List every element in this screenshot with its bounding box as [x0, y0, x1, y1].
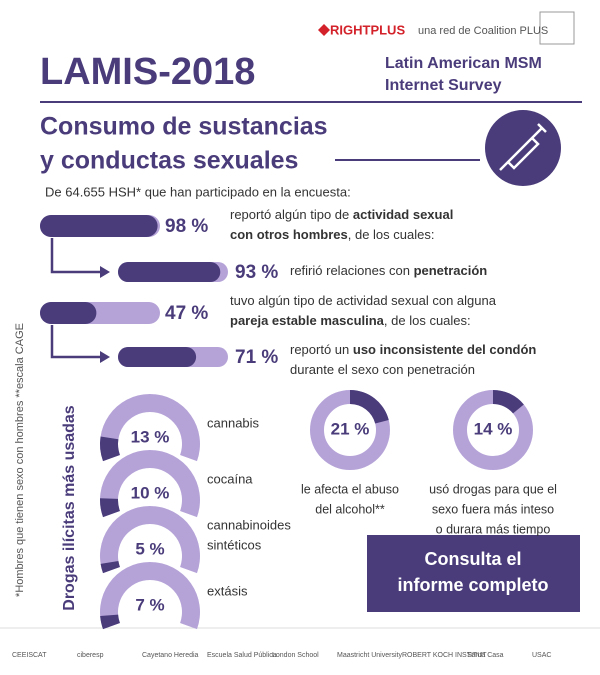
bar: [40, 302, 97, 324]
arrow-head: [100, 351, 110, 363]
text-part: reportó un: [290, 342, 353, 357]
ring-text: sexo fuera más inteso: [432, 502, 554, 516]
percent: 98 %: [165, 216, 208, 237]
partner: ciberesp: [77, 652, 104, 659]
gauge-label: 7 %: [135, 595, 164, 614]
percent: 71 %: [235, 347, 278, 368]
partner: Escuela Salud Pública: [207, 652, 277, 659]
drug-name: cocaína: [207, 471, 253, 486]
ring-value: [350, 390, 389, 424]
description: tuvo algún tipo de actividad sexual con …: [230, 293, 497, 308]
gauge-track: [100, 450, 200, 518]
survey: Latin American MSM: [385, 55, 542, 72]
title: LAMIS-2018: [40, 51, 255, 93]
network: una red de Coalition PLUS: [418, 25, 548, 37]
description: con otros hombres, de los cuales:: [230, 227, 434, 242]
partner: CEEISCAT: [12, 652, 47, 659]
button-text[interactable]: informe completo: [397, 575, 548, 595]
bold-part: uso inconsistente del condón: [353, 342, 537, 357]
partner: Maastricht University: [337, 652, 402, 659]
gauge-track: [100, 394, 200, 462]
bar: [118, 347, 197, 367]
gauge-value: [100, 561, 120, 574]
arrow-head: [100, 266, 110, 278]
partner: Santa Casa: [467, 652, 504, 659]
ring-text: o durara más tiempo: [436, 522, 551, 536]
gauge-track: [100, 562, 200, 630]
gauge-label: 10 %: [131, 483, 170, 502]
survey: Internet Survey: [385, 77, 502, 94]
text-part: , de los cuales:: [384, 313, 471, 328]
drugs-title: Drogas ilícitas más usadas: [61, 405, 78, 611]
report-button[interactable]: [367, 535, 580, 612]
text-part: durante el sexo con penetración: [290, 362, 475, 377]
gauge-value: [100, 614, 120, 630]
syringe: [499, 123, 547, 171]
partner: Cayetano Heredia: [142, 652, 199, 659]
ring-text: del alcohol**: [315, 502, 385, 516]
bar: [40, 215, 158, 237]
drug-name: sintéticos: [207, 537, 262, 552]
bold-part: pareja estable masculina: [230, 313, 385, 328]
ring-label: 14 %: [474, 419, 513, 438]
section-title: Consumo de sustancias: [40, 113, 328, 141]
button-text[interactable]: Consulta el: [424, 549, 521, 569]
plus-logo: [539, 11, 575, 45]
section-title: y conductas sexuales: [40, 147, 298, 175]
percent: 47 %: [165, 303, 208, 324]
arrow: [50, 325, 100, 359]
description: reportó algún tipo de actividad sexual: [230, 207, 453, 222]
description: durante el sexo con penetración: [290, 362, 475, 377]
gauge-label: 5 %: [135, 539, 164, 558]
ring-label: 21 %: [331, 419, 370, 438]
percent: 93 %: [235, 262, 278, 283]
bar: [118, 262, 221, 282]
drug-name: extásis: [207, 583, 248, 598]
partner: ROBERT KOCH INSTITUT: [402, 652, 487, 659]
arrow: [50, 238, 100, 274]
gauge-value: [100, 436, 120, 462]
bold-part: penetración: [414, 263, 488, 278]
brand-icon: [318, 24, 330, 36]
intro: De 64.655 HSH* que han participado en la…: [45, 184, 351, 199]
brand: RIGHTPLUS: [330, 22, 405, 37]
text-part: , de los cuales:: [348, 227, 435, 242]
partner: London School: [272, 652, 319, 659]
description: reportó un uso inconsistente del condón: [290, 342, 536, 357]
text-part: refirió relaciones con: [290, 263, 414, 278]
ring-text: le afecta el abuso: [301, 482, 399, 496]
drug-name: cannabis: [207, 415, 260, 430]
text-part: tuvo algún tipo de actividad sexual con …: [230, 293, 497, 308]
text-part: reportó algún tipo de: [230, 207, 353, 222]
ring-value: [493, 390, 524, 414]
ring-text: usó drogas para que el: [429, 482, 557, 496]
gauge-track: [100, 506, 200, 574]
description: refirió relaciones con penetración: [290, 263, 487, 278]
footnote: *Hombres que tienen sexo con hombres **e…: [14, 323, 26, 597]
partner: USAC: [532, 652, 551, 659]
drug-name: cannabinoides: [207, 517, 291, 532]
description: pareja estable masculina, de los cuales:: [230, 313, 471, 328]
bold-part: actividad sexual: [353, 207, 453, 222]
bold-part: con otros hombres: [230, 227, 348, 242]
gauge-value: [100, 498, 120, 518]
gauge-label: 13 %: [131, 427, 170, 446]
